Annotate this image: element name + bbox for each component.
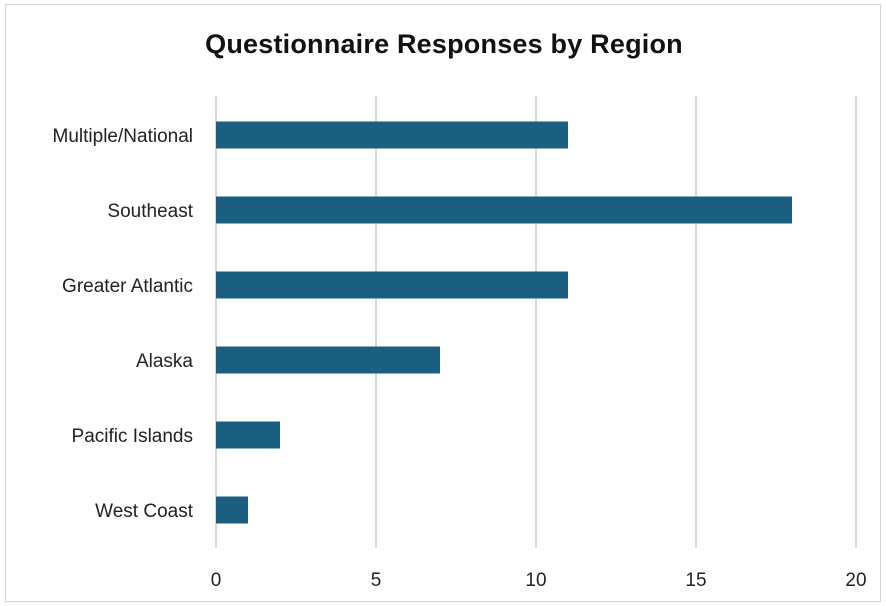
x-tick-label-15: 15 (685, 570, 706, 591)
x-tick-label-0: 0 (211, 570, 222, 591)
x-tick-label-10: 10 (525, 570, 546, 591)
bar-alaska (216, 346, 440, 374)
category-labels: Multiple/National Southeast Greater Atlant… (53, 126, 194, 522)
category-label-alaska: Alaska (136, 351, 193, 372)
chart-title: Questionnaire Responses by Region (205, 29, 683, 59)
category-label-greater-atlantic: Greater Atlantic (62, 276, 193, 297)
bar-pacific-islands (216, 421, 280, 449)
category-label-west-coast: West Coast (95, 501, 194, 522)
x-tick-labels: 0 5 10 15 20 (211, 570, 867, 591)
bar-greater-atlantic (216, 271, 568, 299)
category-label-pacific-islands: Pacific Islands (72, 426, 193, 447)
bar-multiple-national (216, 121, 568, 149)
x-tick-label-5: 5 (371, 570, 382, 591)
bars (216, 121, 792, 524)
category-label-multiple-national: Multiple/National (53, 126, 193, 147)
gridlines (215, 96, 857, 548)
bar-southeast (216, 196, 792, 224)
category-label-southeast: Southeast (107, 201, 193, 222)
bar-west-coast (216, 496, 248, 524)
chart-frame: Questionnaire Responses by Region (5, 4, 881, 602)
x-tick-label-20: 20 (845, 570, 866, 591)
